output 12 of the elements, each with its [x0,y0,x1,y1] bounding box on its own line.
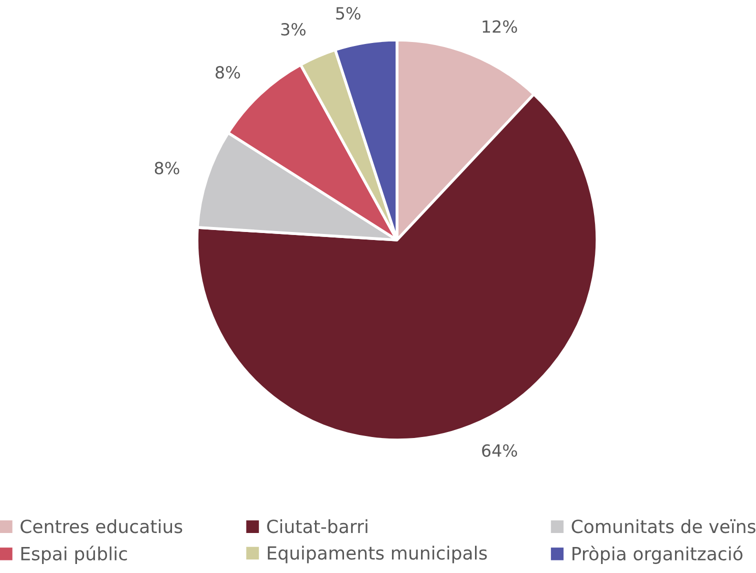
legend-label: Pròpia organització [572,546,742,564]
legend-label: Espai públic [21,546,127,564]
data-label: 3% [281,22,306,36]
legend-label: Comunitats de veïns [572,519,756,534]
data-label: 8% [154,162,180,174]
data-label: 64% [482,444,518,457]
data-label: 5% [336,7,360,20]
legend-label: Equipaments municipals [268,546,487,564]
data-label: 8% [216,66,240,79]
data-label: 12% [482,20,518,33]
legend-label: Centres educatius [20,519,182,534]
legend-label: Ciutat-barri [267,519,368,534]
